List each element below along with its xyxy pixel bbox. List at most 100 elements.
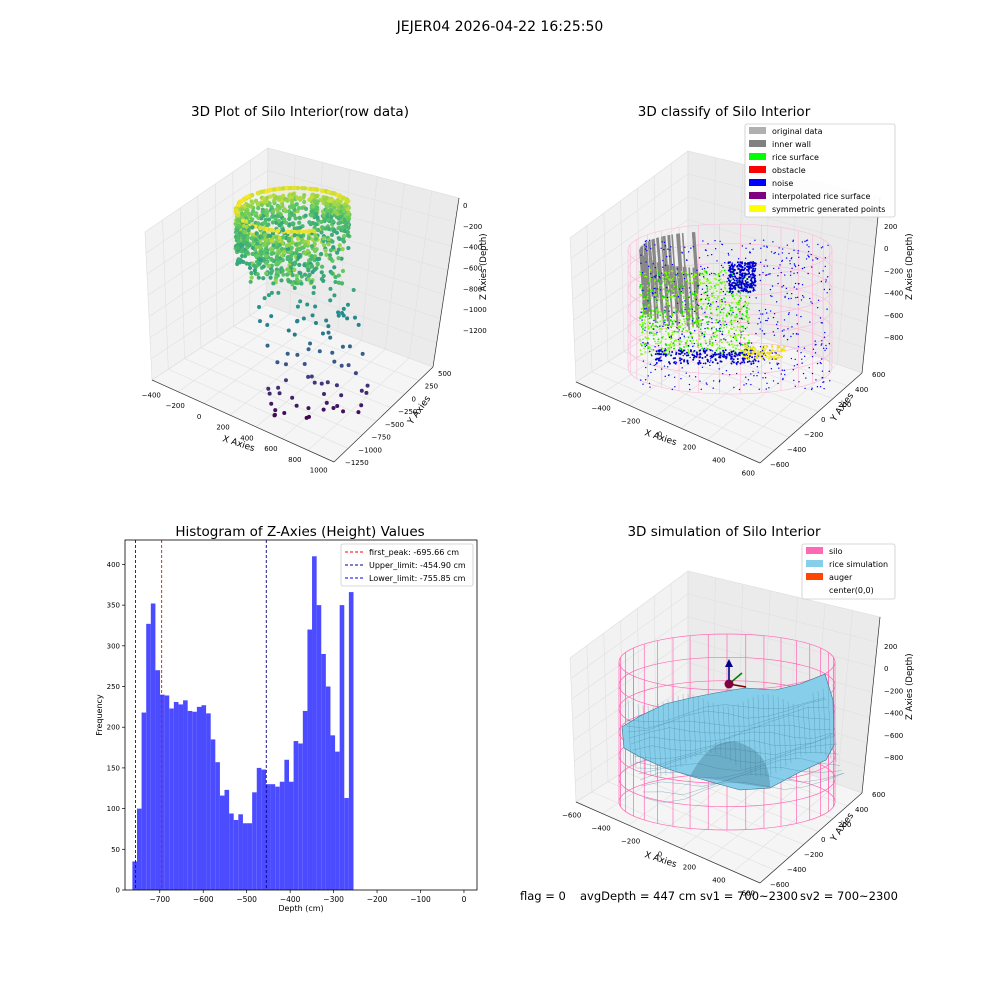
noise-point xyxy=(724,261,726,264)
raw-data-point xyxy=(306,277,311,282)
noise-point xyxy=(655,350,658,353)
raw-gridline xyxy=(168,369,349,449)
noise-point xyxy=(773,252,775,255)
noise-point xyxy=(788,312,790,314)
classify-gridline xyxy=(733,363,838,452)
rice-surface-point xyxy=(745,306,748,309)
rice-surface-point xyxy=(730,307,732,309)
rice-surface-point xyxy=(719,306,722,308)
rice-surface-point xyxy=(723,281,726,283)
legend-swatch xyxy=(806,573,823,580)
raw-data-point xyxy=(313,236,319,242)
raw-data-point xyxy=(281,193,286,198)
rice-surface-point xyxy=(704,310,707,313)
rice-surface-point xyxy=(729,348,731,351)
rice-surface-point xyxy=(687,316,690,319)
noise-point xyxy=(730,264,733,267)
raw-data-point xyxy=(255,241,260,246)
rice-surface-point xyxy=(643,322,646,325)
noise-point xyxy=(744,257,747,260)
simulation-gridline xyxy=(687,639,873,693)
noise-point xyxy=(798,381,800,383)
noise-point xyxy=(725,357,728,360)
rice-surface-point xyxy=(716,314,719,317)
noise-point xyxy=(667,324,669,326)
classify-gridline xyxy=(591,371,775,451)
rice-surface-point xyxy=(682,282,685,285)
noise-point xyxy=(825,279,827,281)
noise-point xyxy=(736,358,739,361)
raw-data-point xyxy=(284,243,289,248)
raw-data-point xyxy=(240,218,246,223)
rice-surface-point xyxy=(719,271,722,273)
raw-z-tick-label: −200 xyxy=(463,223,482,231)
surface-mesh xyxy=(632,731,833,751)
noise-point xyxy=(704,298,707,301)
rice-surface-point xyxy=(684,320,686,323)
raw-data-point xyxy=(309,195,314,200)
raw-data-point xyxy=(324,195,329,201)
simulation-z-tick-label: −200 xyxy=(884,687,903,695)
noise-point xyxy=(808,246,810,248)
classify-gridline xyxy=(620,200,625,352)
surface-mesh xyxy=(692,694,697,757)
surface-mesh xyxy=(747,698,752,775)
raw-data-point xyxy=(290,395,295,400)
noise-point xyxy=(783,329,785,331)
noise-point xyxy=(757,371,759,373)
surface-mesh xyxy=(797,705,802,757)
noise-point xyxy=(701,308,703,310)
rice-surface-point xyxy=(672,342,675,345)
noise-point xyxy=(740,289,743,292)
noise-point xyxy=(667,327,670,329)
raw-data-point xyxy=(271,193,276,198)
raw-data-point xyxy=(260,209,265,214)
noise-point xyxy=(742,282,745,285)
raw-data-point xyxy=(270,209,276,214)
rice-surface-point xyxy=(733,319,736,322)
rice-surface-point xyxy=(717,275,720,277)
raw-data-point xyxy=(293,242,299,247)
rice-surface-point xyxy=(719,278,722,281)
rice-surface-point xyxy=(685,271,687,274)
noise-point xyxy=(820,247,823,249)
rice-surface-point xyxy=(654,284,657,287)
raw-data-point xyxy=(322,219,327,224)
surface-mesh xyxy=(652,705,657,777)
rice-surface-point xyxy=(723,269,726,272)
noise-point xyxy=(797,250,799,252)
rice-surface-point xyxy=(691,293,694,295)
raw-data-point xyxy=(282,207,287,212)
histogram-y-tick-label: 250 xyxy=(107,683,120,691)
rice-surface-point xyxy=(719,291,721,294)
noise-point xyxy=(704,356,707,359)
raw-data-point xyxy=(305,302,310,307)
rice-surface-point xyxy=(646,295,649,298)
noise-point xyxy=(737,355,739,357)
raw-data-point xyxy=(281,186,286,191)
histogram-chart: Histogram of Z-Axies (Height) Values −70… xyxy=(95,524,478,913)
noise-point xyxy=(796,296,799,299)
noise-point xyxy=(801,362,803,364)
noise-point xyxy=(763,333,766,335)
histogram-bar xyxy=(298,743,303,890)
noise-point xyxy=(651,292,654,294)
noise-point xyxy=(796,288,798,290)
rice-surface-point xyxy=(733,344,736,347)
raw-data-point xyxy=(352,315,357,320)
rice-surface-point xyxy=(680,308,683,311)
noise-point xyxy=(646,249,648,252)
rice-surface-point xyxy=(655,304,657,307)
rice-surface-point xyxy=(673,344,675,347)
noise-point xyxy=(805,258,808,260)
rice-surface-point xyxy=(742,314,745,317)
raw-data-point xyxy=(340,311,345,316)
rice-surface-point xyxy=(707,299,710,302)
raw-data-point xyxy=(266,217,272,222)
noise-point xyxy=(732,270,735,273)
raw-data-point xyxy=(333,274,338,280)
noise-point xyxy=(724,293,727,296)
rice-surface-point xyxy=(699,281,702,284)
rice-surface-point xyxy=(642,276,645,279)
noise-point xyxy=(782,378,784,381)
